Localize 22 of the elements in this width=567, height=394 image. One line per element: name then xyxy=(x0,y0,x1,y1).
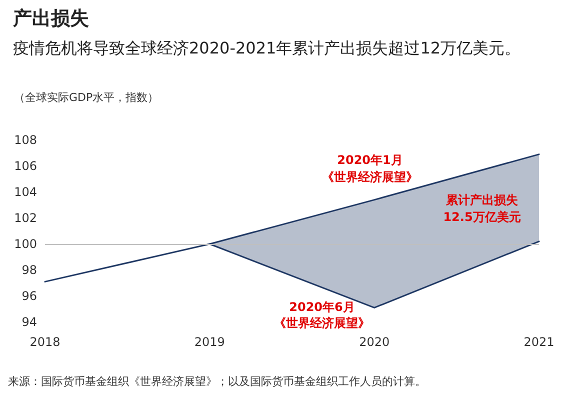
y-tick-label: 108 xyxy=(14,133,37,147)
chart-title: 产出损失 xyxy=(12,8,89,30)
y-tick-label: 100 xyxy=(14,237,37,251)
annotation: 12.5万亿美元 xyxy=(443,210,521,224)
y-axis-title: （全球实际GDP水平，指数） xyxy=(14,91,159,104)
y-tick-label: 94 xyxy=(22,315,37,329)
source-note: 来源：国际货币基金组织《世界经济展望》；以及国际货币基金组织工作人员的计算。 xyxy=(8,375,426,388)
x-tick-label: 2021 xyxy=(524,335,554,349)
x-tick-label: 2019 xyxy=(194,335,225,349)
x-tick-label: 2020 xyxy=(359,335,390,349)
annotation: 《世界经济展望》 xyxy=(274,316,370,330)
annotation: 《世界经济展望》 xyxy=(322,170,418,184)
annotation: 2020年6月 xyxy=(289,300,355,314)
annotation: 2020年1月 xyxy=(337,153,403,167)
y-tick-label: 96 xyxy=(22,289,37,303)
x-tick-label: 2018 xyxy=(30,335,60,349)
annotation: 累计产出损失 xyxy=(445,193,519,207)
y-tick-label: 106 xyxy=(14,159,37,173)
chart-subtitle: 疫情危机将导致全球经济2020-2021年累计产出损失超过12万亿美元。 xyxy=(13,38,521,58)
y-tick-label: 102 xyxy=(14,211,37,225)
y-tick-label: 104 xyxy=(14,185,37,199)
y-tick-label: 98 xyxy=(22,263,37,277)
